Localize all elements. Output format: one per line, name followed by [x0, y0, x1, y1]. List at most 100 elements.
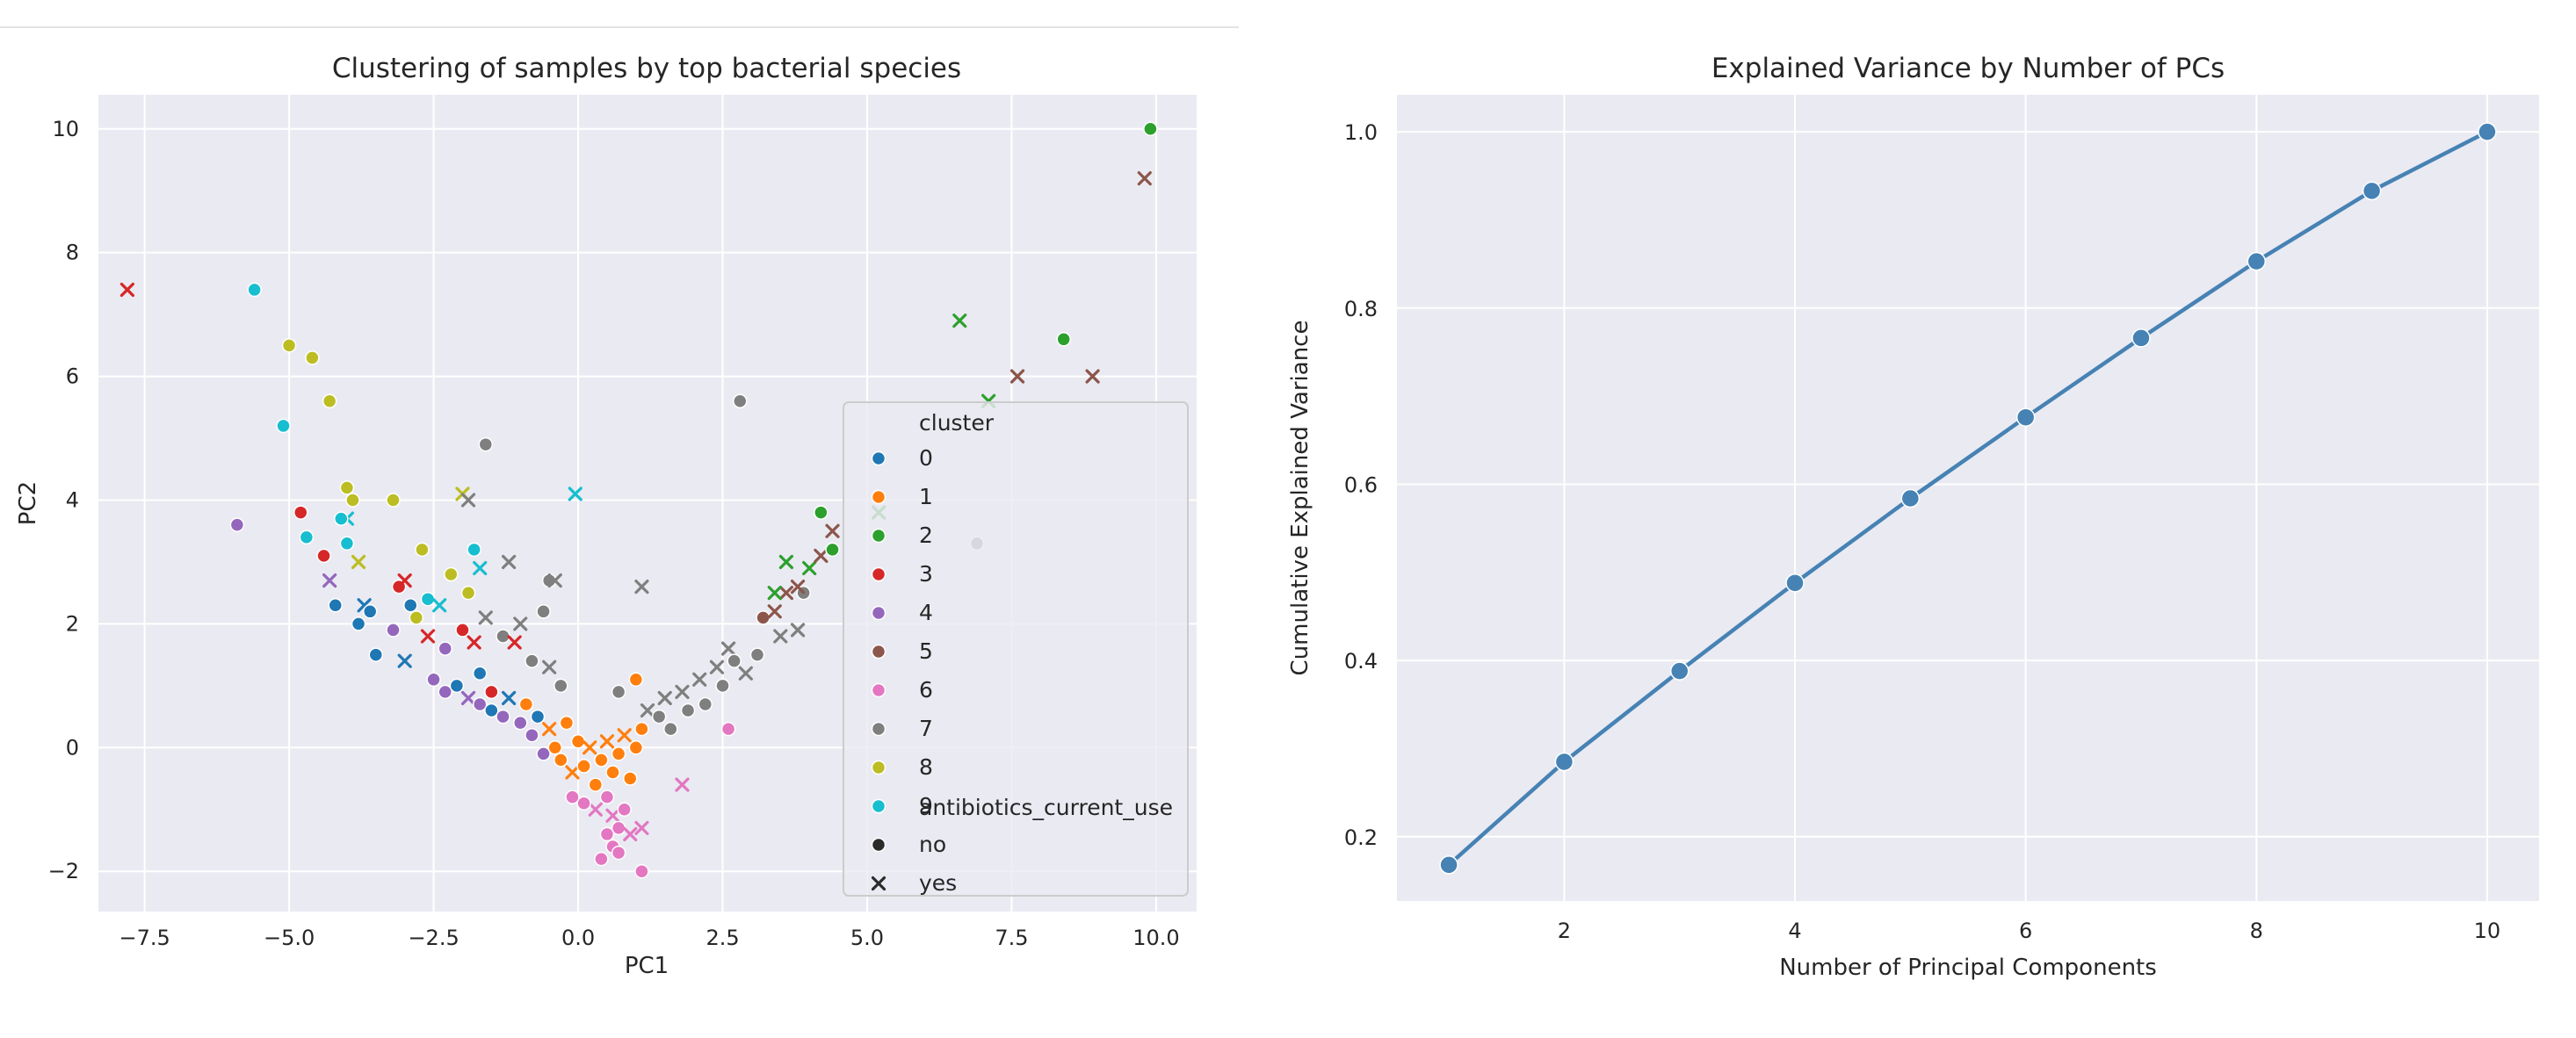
scatter-chart: Clustering of samples by top bacterial s…	[15, 53, 1197, 979]
scatter-point	[767, 604, 782, 619]
scatter-point	[536, 604, 551, 619]
scatter-point	[426, 672, 441, 688]
scatter-points	[119, 121, 1158, 879]
scatter-point	[473, 560, 488, 576]
legend-marker	[871, 721, 886, 737]
legend-item-label: 2	[919, 523, 933, 548]
scatter-point	[749, 647, 765, 662]
scatter-point	[599, 789, 615, 804]
scatter-point	[460, 585, 476, 601]
scatter-point	[351, 616, 366, 631]
scatter-point	[484, 684, 499, 700]
legend-item-label: 3	[919, 561, 933, 587]
y-tick-label: 0.4	[1344, 649, 1378, 674]
scatter-point	[617, 728, 632, 743]
scatter-point	[634, 721, 649, 737]
scatter-point	[247, 282, 262, 298]
scatter-point	[542, 722, 557, 737]
scatter-point	[565, 765, 580, 780]
legend-box	[843, 401, 1189, 897]
scatter-point	[229, 517, 245, 532]
scatter-point	[444, 566, 459, 582]
scatter-point	[773, 629, 788, 644]
scatter-point	[628, 672, 644, 688]
scatter-point	[634, 580, 649, 595]
scatter-x-label: PC1	[625, 953, 669, 979]
scatter-point	[738, 666, 753, 681]
line-x-label: Number of Principal Components	[1779, 955, 2157, 981]
scatter-point	[455, 623, 470, 638]
scatter-point	[1056, 332, 1071, 347]
scatter-point	[611, 684, 626, 700]
legend-style-label: no	[919, 832, 946, 857]
legend-item-label: 1	[919, 484, 933, 509]
variance-point	[2015, 407, 2036, 427]
scatter-point	[432, 598, 447, 613]
scatter-point	[599, 734, 615, 749]
variance-point	[1439, 855, 1458, 875]
line-x-ticks: 2 4 6 8 10	[1558, 919, 2500, 943]
scatter-point	[484, 703, 499, 718]
line-y-ticks: 0.2 0.4 0.6 0.8 1.0	[1344, 120, 1378, 850]
scatter-point	[415, 542, 430, 558]
scatter-point	[530, 709, 546, 724]
scatter-point	[554, 753, 568, 768]
scatter-point	[525, 653, 539, 668]
scatter-point	[559, 715, 575, 731]
scatter-point	[952, 314, 967, 328]
scatter-point	[1009, 369, 1025, 384]
legend-item-label: 9	[919, 793, 933, 818]
x-tick-label: 8	[2250, 919, 2263, 943]
scatter-point	[478, 436, 494, 452]
scatter-point	[293, 505, 308, 520]
scatter-point	[634, 863, 649, 879]
x-tick-label: −5.0	[264, 926, 315, 950]
y-tick-label: 8	[66, 241, 79, 265]
scatter-point	[565, 789, 580, 804]
x-tick-label: 2	[1558, 919, 1571, 943]
scatter-point	[720, 721, 736, 737]
variance-point	[1669, 661, 1690, 681]
legend-style-marker	[871, 837, 886, 853]
scatter-point	[611, 746, 626, 761]
x-tick-label: 5.0	[850, 926, 884, 950]
scatter-point	[554, 678, 568, 694]
scatter-point	[1143, 121, 1158, 136]
legend-item-label: 6	[919, 677, 933, 703]
variance-point	[2362, 181, 2382, 201]
scatter-point	[790, 580, 806, 595]
x-tick-label: −2.5	[408, 926, 459, 950]
scatter-point	[634, 820, 649, 835]
scatter-point	[322, 393, 337, 408]
scatter-point	[502, 690, 517, 706]
y-tick-label: 2	[66, 611, 79, 636]
scatter-point	[368, 647, 384, 662]
scatter-y-label: PC2	[15, 481, 41, 525]
scatter-point	[496, 709, 510, 724]
y-tick-label: 0.6	[1344, 472, 1378, 497]
y-tick-label: 0.2	[1344, 825, 1378, 850]
line-title: Explained Variance by Number of PCs	[1711, 53, 2225, 84]
scatter-point	[576, 796, 591, 811]
scatter-point	[814, 548, 829, 563]
scatter-point	[449, 678, 465, 694]
scatter-point	[460, 690, 476, 706]
scatter-legend: cluster 0 1 2 3 4 5 6 7 8 9 antibiotics_current_u…	[843, 401, 1189, 897]
legend-item-label: 8	[919, 754, 933, 780]
scatter-point	[281, 338, 297, 353]
scatter-y-ticks: −2 0 2 4 6 8 10	[48, 117, 79, 883]
scatter-point	[605, 765, 620, 780]
x-tick-label: 0.0	[561, 926, 595, 950]
line-chart: Explained Variance by Number of PCs 2 4 6 8…	[1287, 53, 2539, 981]
legend-marker	[871, 682, 886, 698]
line-y-label: Cumulative Explained Variance	[1287, 321, 1313, 676]
scatter-point	[709, 660, 725, 674]
scatter-point	[420, 629, 436, 644]
y-tick-label: 0.8	[1344, 297, 1378, 321]
scatter-point	[733, 393, 748, 408]
y-tick-label: 10	[52, 117, 79, 141]
scatter-point	[727, 653, 742, 668]
x-tick-label: 6	[2019, 919, 2032, 943]
scatter-point	[322, 573, 337, 588]
scatter-point	[397, 573, 412, 588]
